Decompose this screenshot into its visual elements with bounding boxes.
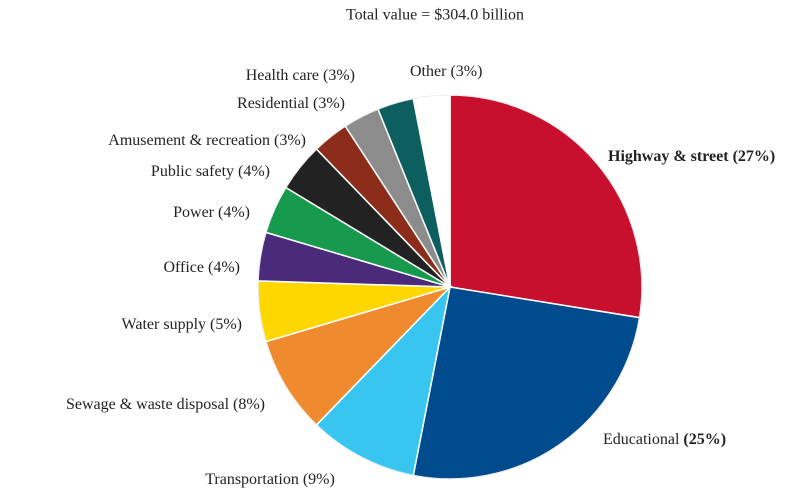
category-name: Residential <box>237 95 310 112</box>
value-label: (3%) <box>450 63 482 80</box>
slice-label: Educational (25%) <box>603 431 726 448</box>
value-label: (4%) <box>218 204 250 221</box>
value-label: (3%) <box>274 132 306 149</box>
value-label: (5%) <box>210 316 242 333</box>
value-label: (3%) <box>323 67 355 84</box>
value-label: (27%) <box>733 148 776 165</box>
value-label: (3%) <box>313 95 345 112</box>
slice-label: Other (3%) <box>410 63 482 80</box>
slice-label: Power (4%) <box>173 204 250 221</box>
value-label: (4%) <box>238 163 270 180</box>
category-name: Educational <box>603 431 680 448</box>
slice-label: Public safety (4%) <box>151 163 270 180</box>
category-name: Public safety <box>151 163 234 180</box>
slice-label: Highway & street (27%) <box>608 148 775 165</box>
category-name: Power <box>173 204 215 221</box>
slice-label: Residential (3%) <box>237 95 345 112</box>
value-label: (8%) <box>233 396 265 413</box>
value-label: (9%) <box>303 471 335 488</box>
category-name: Other <box>410 63 447 80</box>
chart-title: Total value = $304.0 billion <box>346 7 524 24</box>
value-label: (25%) <box>683 431 726 448</box>
slice-label: Water supply (5%) <box>122 316 242 333</box>
slice-label: Transportation (9%) <box>205 471 335 488</box>
category-name: Water supply <box>122 316 206 333</box>
pie-slice <box>412 286 641 480</box>
category-name: Sewage & waste disposal <box>66 396 230 413</box>
pie-outline <box>257 94 643 480</box>
value-label: (4%) <box>208 259 240 276</box>
slice-label: Health care (3%) <box>246 67 355 84</box>
slice-label: Amusement & recreation (3%) <box>108 132 306 149</box>
pie-slice <box>449 94 643 319</box>
category-name: Health care <box>246 67 319 84</box>
category-name: Highway & street <box>608 148 729 165</box>
category-name: Office <box>163 259 204 276</box>
category-name: Transportation <box>205 471 299 488</box>
slice-label: Sewage & waste disposal (8%) <box>66 396 265 413</box>
slice-label: Office (4%) <box>163 259 240 276</box>
category-name: Amusement & recreation <box>108 132 270 149</box>
